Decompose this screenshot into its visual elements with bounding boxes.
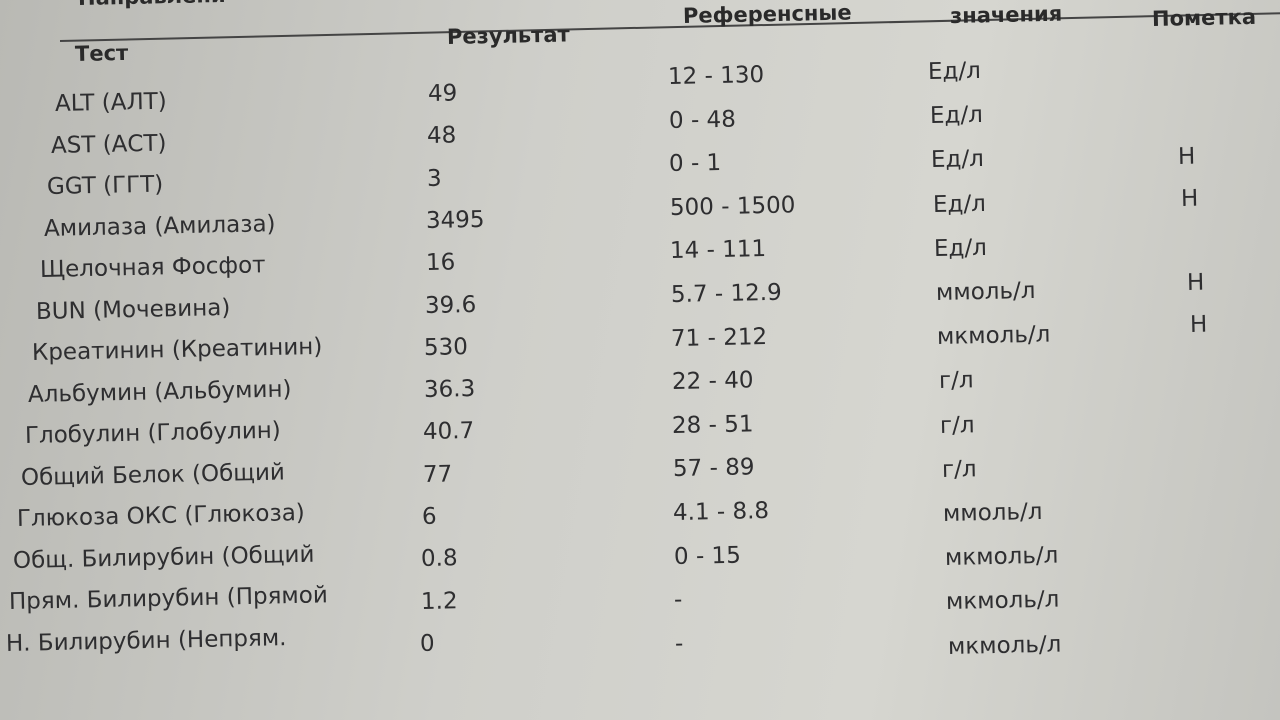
reference-range: 4.1 - 8.8 xyxy=(672,497,770,526)
flag: Н xyxy=(1180,185,1199,212)
section-title: Направлени xyxy=(78,0,226,10)
unit: г/л xyxy=(938,367,974,395)
unit: мкмоль/л xyxy=(936,321,1051,351)
test-name: Глюкоза ОКС (Глюкоза) xyxy=(16,499,306,532)
flag: Н xyxy=(1189,311,1208,338)
test-name: Глобулин (Глобулин) xyxy=(24,417,281,449)
test-name: Общий Белок (Общий xyxy=(20,458,285,491)
unit: мкмоль/л xyxy=(947,631,1062,660)
unit: г/л xyxy=(941,456,977,483)
reference-range: 0 - 15 xyxy=(673,542,741,570)
test-name: Альбумин (Альбумин) xyxy=(28,375,293,408)
column-header: значения xyxy=(949,1,1063,28)
reference-range: 12 - 130 xyxy=(667,61,765,90)
column-header: Результат xyxy=(446,22,570,49)
reference-range: 71 - 212 xyxy=(670,323,768,352)
flag: Н xyxy=(1186,269,1205,296)
reference-range: 14 - 111 xyxy=(669,236,767,265)
result: 49 xyxy=(427,80,458,107)
unit: Ед/л xyxy=(932,190,986,218)
reference-range: 28 - 51 xyxy=(671,411,754,439)
unit: мкмоль/л xyxy=(945,587,1060,616)
unit: Ед/л xyxy=(929,102,983,130)
column-header: Тест xyxy=(74,40,129,66)
header-rule xyxy=(59,11,1280,42)
test-name: Щелочная Фосфот xyxy=(39,252,266,283)
result: 0 xyxy=(419,630,436,657)
result: 40.7 xyxy=(422,418,475,446)
test-name: Н. Билирубин (Непрям. xyxy=(5,624,287,657)
test-name: Креатинин (Креатинин) xyxy=(31,333,323,366)
test-name: ALT (АЛТ) xyxy=(54,88,168,117)
result: 16 xyxy=(425,249,456,277)
test-name: AST (АСТ) xyxy=(50,130,167,159)
reference-range: - xyxy=(674,630,684,657)
reference-range: 0 - 48 xyxy=(668,106,736,134)
unit: мкмоль/л xyxy=(944,542,1059,572)
reference-range: 5.7 - 12.9 xyxy=(670,279,782,308)
test-name: Прям. Билирубин (Прямой xyxy=(9,582,329,615)
reference-range: 57 - 89 xyxy=(672,454,755,483)
unit: ммоль/л xyxy=(942,498,1043,527)
result: 1.2 xyxy=(420,587,458,615)
result: 77 xyxy=(422,461,453,488)
result: 3495 xyxy=(425,206,485,234)
unit: Ед/л xyxy=(927,57,982,85)
result: 0.8 xyxy=(421,545,459,573)
result: 6 xyxy=(421,503,437,530)
test-name: GGT (ГГТ) xyxy=(47,171,164,200)
test-name: Амилаза (Амилаза) xyxy=(43,210,276,242)
reference-range: 0 - 1 xyxy=(668,150,722,178)
result: 3 xyxy=(426,165,442,192)
column-header: Референсные xyxy=(682,0,852,28)
result: 39.6 xyxy=(424,291,477,319)
unit: Ед/л xyxy=(930,146,985,174)
result: 36.3 xyxy=(423,376,476,404)
unit: ммоль/л xyxy=(935,277,1036,306)
reference-range: 22 - 40 xyxy=(671,367,754,396)
reference-range: 500 - 1500 xyxy=(669,192,796,221)
result: 48 xyxy=(427,122,457,150)
unit: г/л xyxy=(939,411,975,439)
test-name: Общ. Билирубин (Общий xyxy=(12,541,315,574)
test-name: BUN (Мочевина) xyxy=(35,294,231,325)
reference-range: - xyxy=(673,587,683,614)
column-header: Пометка xyxy=(1151,4,1257,31)
unit: Ед/л xyxy=(933,234,988,262)
flag: Н xyxy=(1177,143,1196,170)
result: 530 xyxy=(424,333,469,361)
